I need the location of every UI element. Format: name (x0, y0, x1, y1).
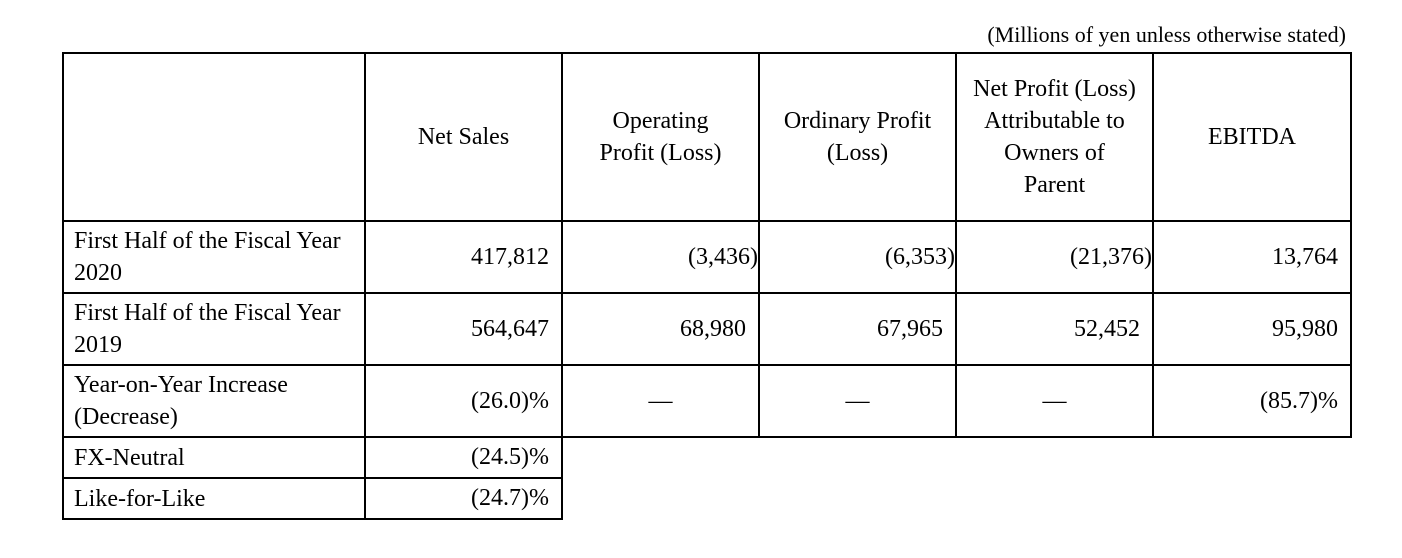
empty-cell (956, 478, 1153, 519)
corner-header-cell (62, 52, 366, 222)
empty-cell (759, 478, 956, 519)
table-row: FX-Neutral (24.5)% (62, 436, 1351, 479)
ordinary-profit-cell: (6,353) (758, 220, 957, 294)
operating-profit-cell: 68,980 (561, 292, 760, 366)
row-label: First Half of the Fiscal Year 2019 (62, 292, 366, 366)
table-row: First Half of the Fiscal Year 2019 564,6… (62, 292, 1352, 366)
row-label: Like-for-Like (62, 477, 366, 520)
table-row: Year-on-Year Increase (Decrease) (26.0)%… (62, 364, 1352, 438)
net-profit-cell: — (955, 364, 1154, 438)
empty-cell (759, 437, 956, 478)
row-label: FX-Neutral (62, 436, 366, 479)
ebitda-cell: (85.7)% (1152, 364, 1352, 438)
column-header-ordinary-profit: Ordinary Profit (Loss) (758, 52, 957, 222)
ebitda-cell: 95,980 (1152, 292, 1352, 366)
ebitda-cell: 13,764 (1152, 220, 1352, 294)
net-sales-cell: 417,812 (364, 220, 563, 294)
net-sales-cell: 564,647 (364, 292, 563, 366)
operating-profit-cell: — (561, 364, 760, 438)
column-header-ebitda: EBITDA (1152, 52, 1352, 222)
row-label: Year-on-Year Increase (Decrease) (62, 364, 366, 438)
empty-cell (562, 478, 759, 519)
financial-results-table: Net Sales Operating Profit (Loss) Ordina… (62, 52, 1352, 520)
column-header-operating-profit: Operating Profit (Loss) (561, 52, 760, 222)
ordinary-profit-cell: — (758, 364, 957, 438)
net-sales-cell: (24.7)% (364, 477, 563, 520)
column-header-net-profit: Net Profit (Loss) Attributable to Owners… (955, 52, 1154, 222)
units-note: (Millions of yen unless otherwise stated… (987, 22, 1346, 47)
net-profit-cell: (21,376) (955, 220, 1154, 294)
table-row: First Half of the Fiscal Year 2020 417,8… (62, 220, 1352, 294)
net-sales-cell: (24.5)% (364, 436, 563, 479)
empty-cell (562, 437, 759, 478)
header-row: Net Sales Operating Profit (Loss) Ordina… (62, 52, 1352, 222)
net-sales-cell: (26.0)% (364, 364, 563, 438)
empty-cell (956, 437, 1153, 478)
row-label: First Half of the Fiscal Year 2020 (62, 220, 366, 294)
net-profit-cell: 52,452 (955, 292, 1154, 366)
table-row: Like-for-Like (24.7)% (62, 477, 1351, 520)
ordinary-profit-cell: 67,965 (758, 292, 957, 366)
operating-profit-cell: (3,436) (561, 220, 760, 294)
empty-cell (1153, 437, 1351, 478)
empty-cell (1153, 478, 1351, 519)
column-header-net-sales: Net Sales (364, 52, 563, 222)
